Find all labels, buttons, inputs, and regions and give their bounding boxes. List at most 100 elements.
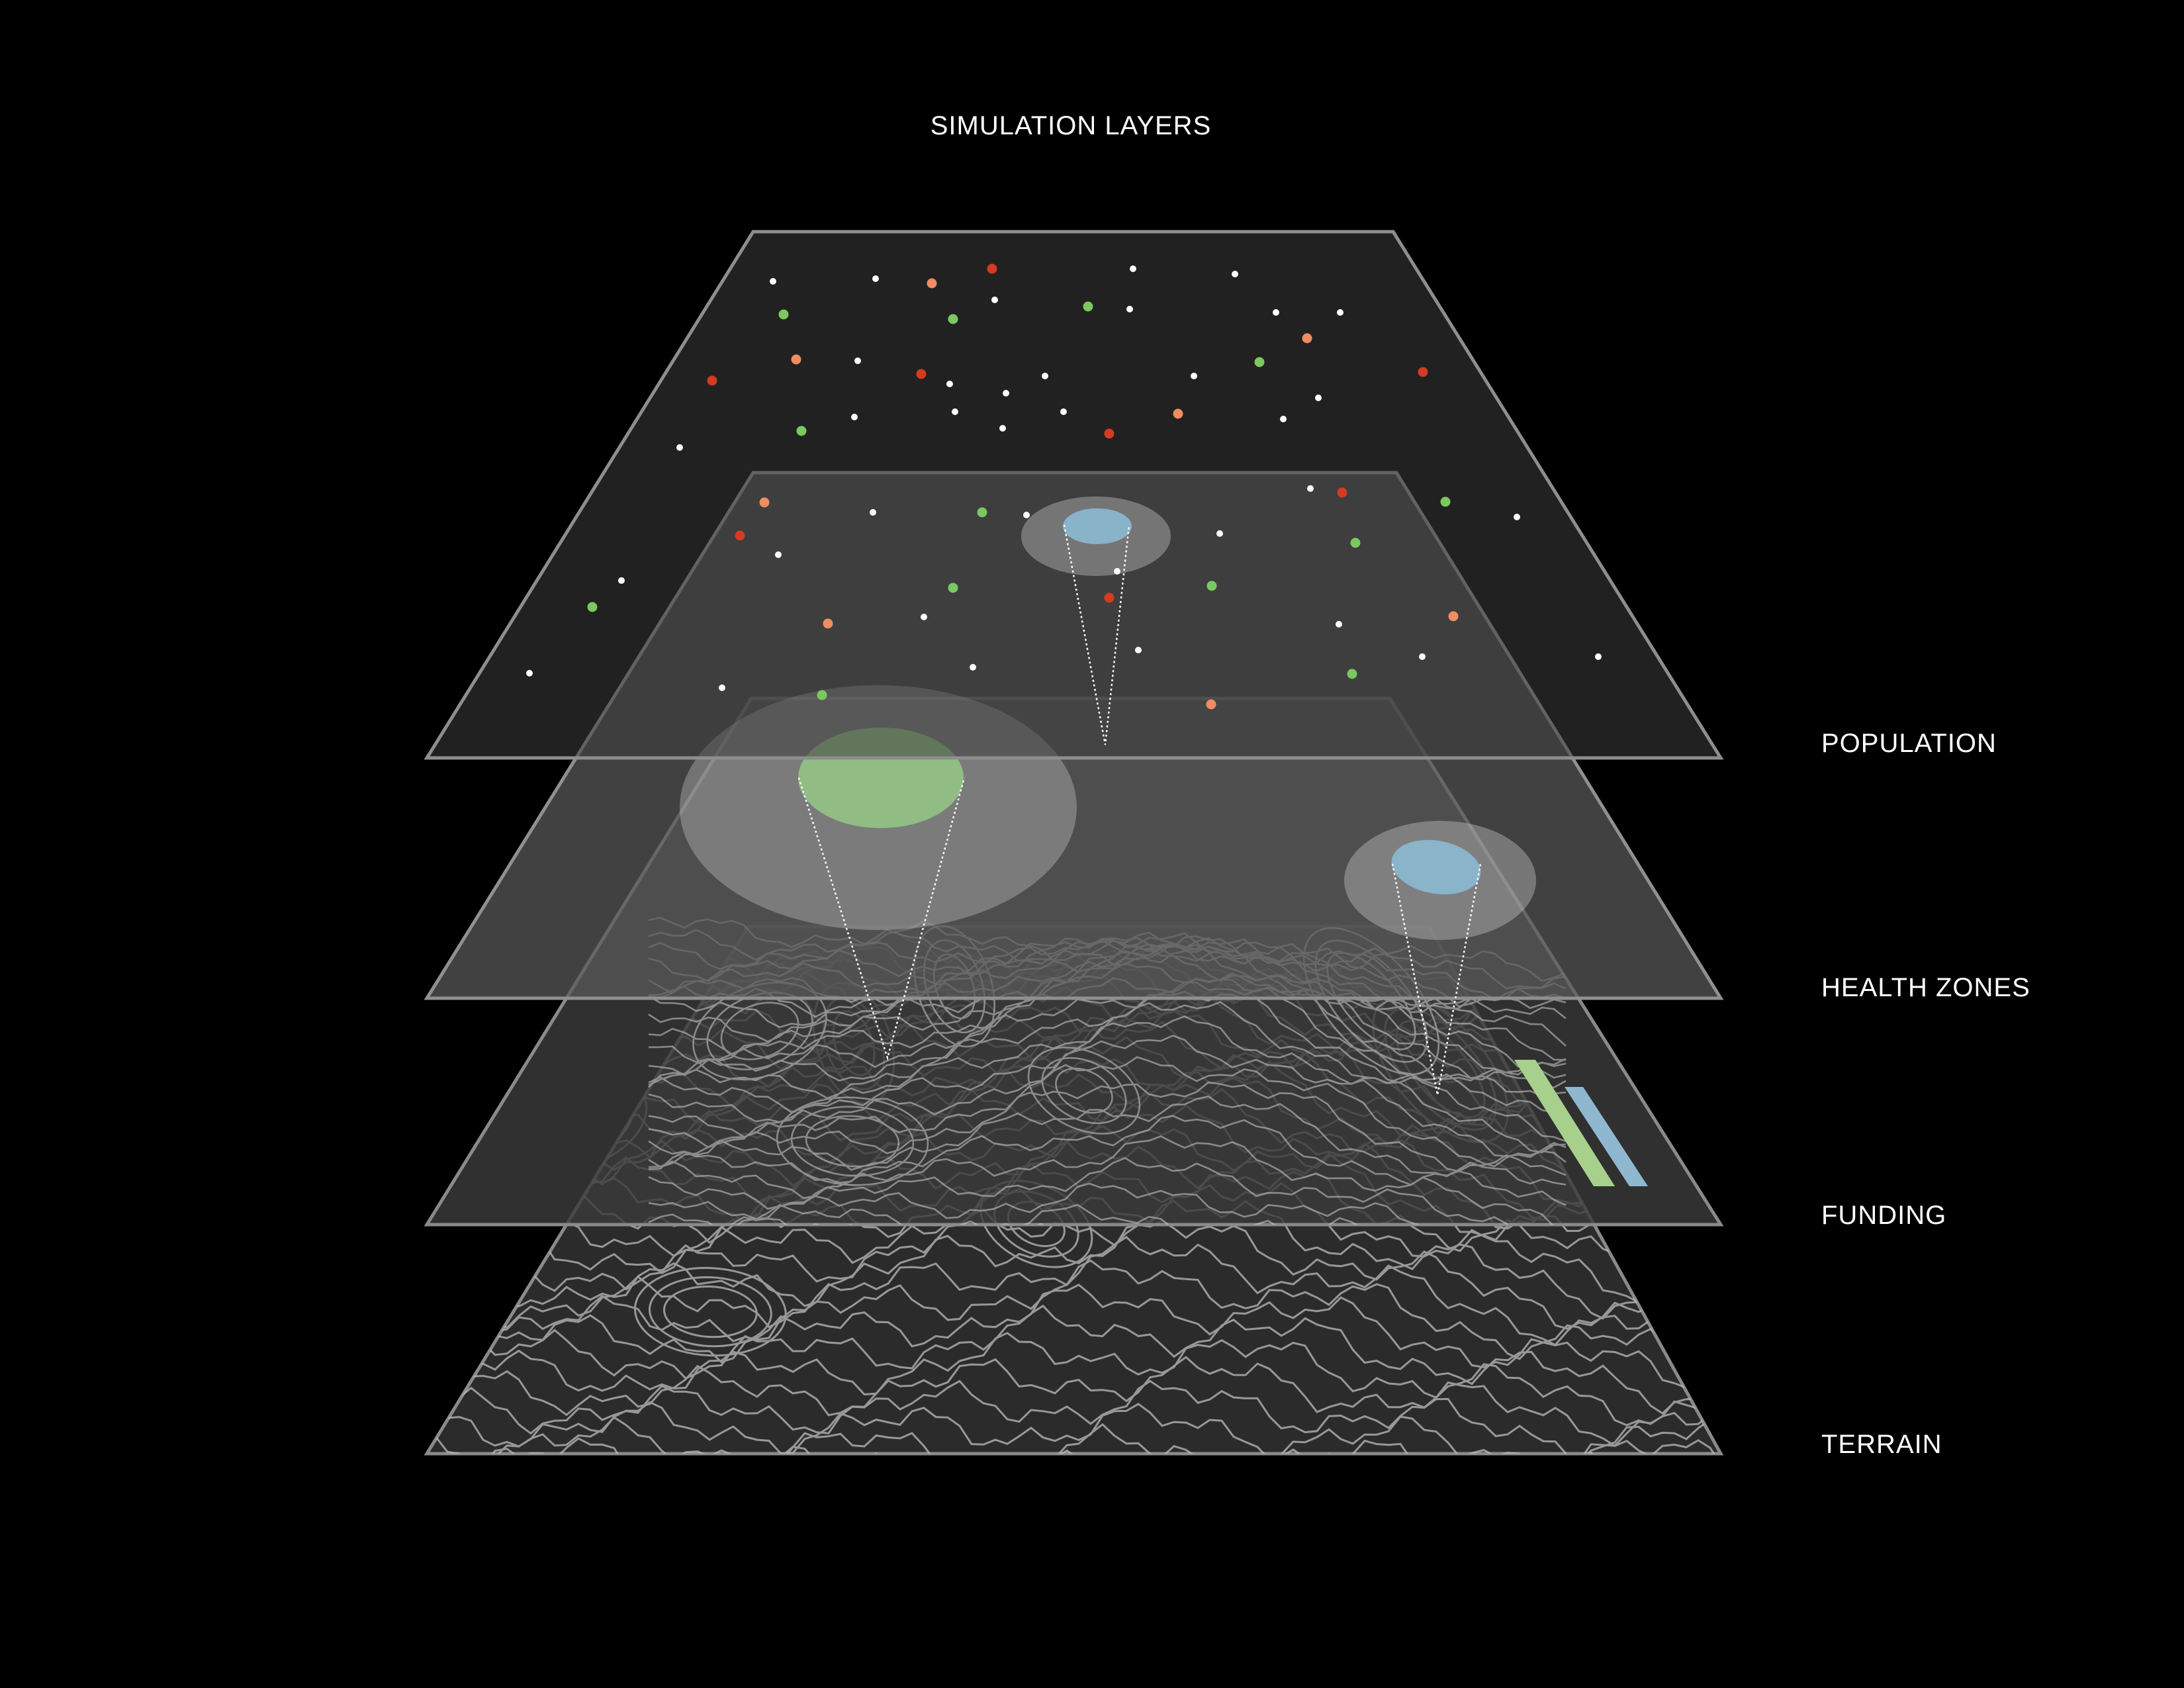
population-dot — [946, 381, 953, 387]
population-dot — [999, 425, 1006, 432]
contour-loop — [648, 1276, 772, 1348]
contour-line — [648, 1001, 1567, 1143]
contour-line — [648, 1056, 1567, 1168]
population-dot — [916, 369, 927, 379]
population-zone-blue — [1063, 508, 1132, 544]
projection-cones — [797, 524, 1482, 1096]
population-layer — [424, 230, 1724, 760]
population-dot — [775, 551, 782, 558]
population-dot — [817, 690, 827, 700]
population-dot — [1173, 408, 1183, 419]
contour-loop — [634, 1266, 787, 1357]
contour-line — [648, 1156, 1567, 1225]
layer-label-terrain: TERRAIN — [1821, 1430, 1942, 1459]
population-dot — [759, 497, 770, 508]
contour-line — [427, 1304, 1721, 1415]
population-dot — [1448, 611, 1459, 622]
population-dot — [719, 684, 725, 691]
population-dot — [1114, 568, 1120, 575]
contour-line — [427, 1235, 1721, 1346]
population-dot — [952, 408, 958, 415]
population-dot — [1216, 530, 1223, 537]
contour-loop — [790, 1105, 915, 1177]
contour-line — [648, 1095, 1567, 1186]
funding-bar-green — [1514, 1060, 1615, 1186]
population-dot — [1104, 428, 1115, 439]
population-dot — [1254, 357, 1265, 367]
population-dot — [872, 275, 879, 282]
population-dot — [778, 309, 789, 320]
population-dot — [1191, 373, 1197, 379]
population-dot — [1126, 306, 1133, 312]
population-dot — [1347, 669, 1357, 679]
contour-loop — [1027, 1047, 1141, 1135]
contour-loop — [776, 1096, 929, 1186]
population-dot — [927, 278, 937, 289]
population-plane — [424, 230, 1724, 760]
population-dots — [526, 263, 1602, 710]
population-dot — [1419, 653, 1426, 660]
population-dot — [735, 530, 745, 541]
population-dot — [1104, 592, 1115, 603]
population-dot — [676, 444, 683, 451]
population-dot — [707, 375, 717, 386]
population-dot — [870, 509, 876, 516]
population-dot — [1350, 538, 1361, 548]
population-dot — [1003, 390, 1009, 397]
population-dot — [770, 278, 776, 285]
population-dot — [1042, 373, 1048, 379]
population-dot — [1135, 647, 1142, 653]
population-dot — [1060, 408, 1067, 415]
contour-line — [648, 1035, 1567, 1158]
population-dot — [921, 614, 927, 620]
contour-line — [427, 1219, 1721, 1330]
population-dot — [1130, 265, 1136, 272]
contour-line — [427, 1356, 1721, 1447]
population-dot — [977, 507, 987, 518]
contour-line — [648, 1015, 1567, 1154]
population-dot — [1595, 653, 1602, 660]
contour-loop — [1041, 1056, 1127, 1125]
population-dot — [796, 426, 807, 436]
population-dot — [1337, 487, 1347, 498]
population-dot — [587, 602, 598, 612]
contour-line — [648, 1135, 1567, 1225]
population-dot — [618, 577, 625, 584]
cone-health-to-funding-left — [797, 777, 966, 1061]
contour-line — [648, 1182, 1567, 1225]
population-dot — [1315, 395, 1322, 401]
population-dot — [1336, 621, 1342, 628]
population-dot — [1280, 416, 1287, 422]
contour-loop — [1055, 1067, 1113, 1114]
population-dot — [1232, 271, 1238, 277]
population-dot — [1206, 699, 1216, 710]
population-dot — [970, 664, 976, 671]
population-dot — [791, 354, 801, 365]
population-dot — [987, 263, 997, 274]
population-dot — [1273, 309, 1279, 316]
population-dot — [1440, 496, 1451, 507]
population-dot — [1337, 309, 1343, 316]
contour-line — [648, 990, 1567, 1120]
population-dot — [1307, 485, 1314, 492]
population-dot — [991, 297, 998, 303]
contour-loop — [805, 1115, 900, 1168]
contour-line — [648, 1081, 1567, 1176]
contour-loop — [720, 1002, 799, 1060]
layer-label-funding: FUNDING — [1821, 1201, 1947, 1230]
health-zone-blue-right — [1391, 839, 1481, 895]
contour-line — [427, 1199, 1721, 1320]
population-dot — [1514, 514, 1520, 520]
population-dot — [526, 670, 533, 677]
contour-line — [427, 1401, 1721, 1454]
population-dot — [854, 357, 861, 364]
population-dot — [1206, 581, 1217, 591]
contour-line — [648, 1203, 1567, 1225]
population-dot — [1302, 333, 1312, 344]
contour-line — [427, 1331, 1721, 1427]
funding-bar-blue — [1565, 1087, 1648, 1186]
population-dot — [948, 314, 958, 324]
layer-label-health-zones: HEALTH ZONES — [1821, 973, 2030, 1002]
population-dot — [1023, 512, 1030, 518]
